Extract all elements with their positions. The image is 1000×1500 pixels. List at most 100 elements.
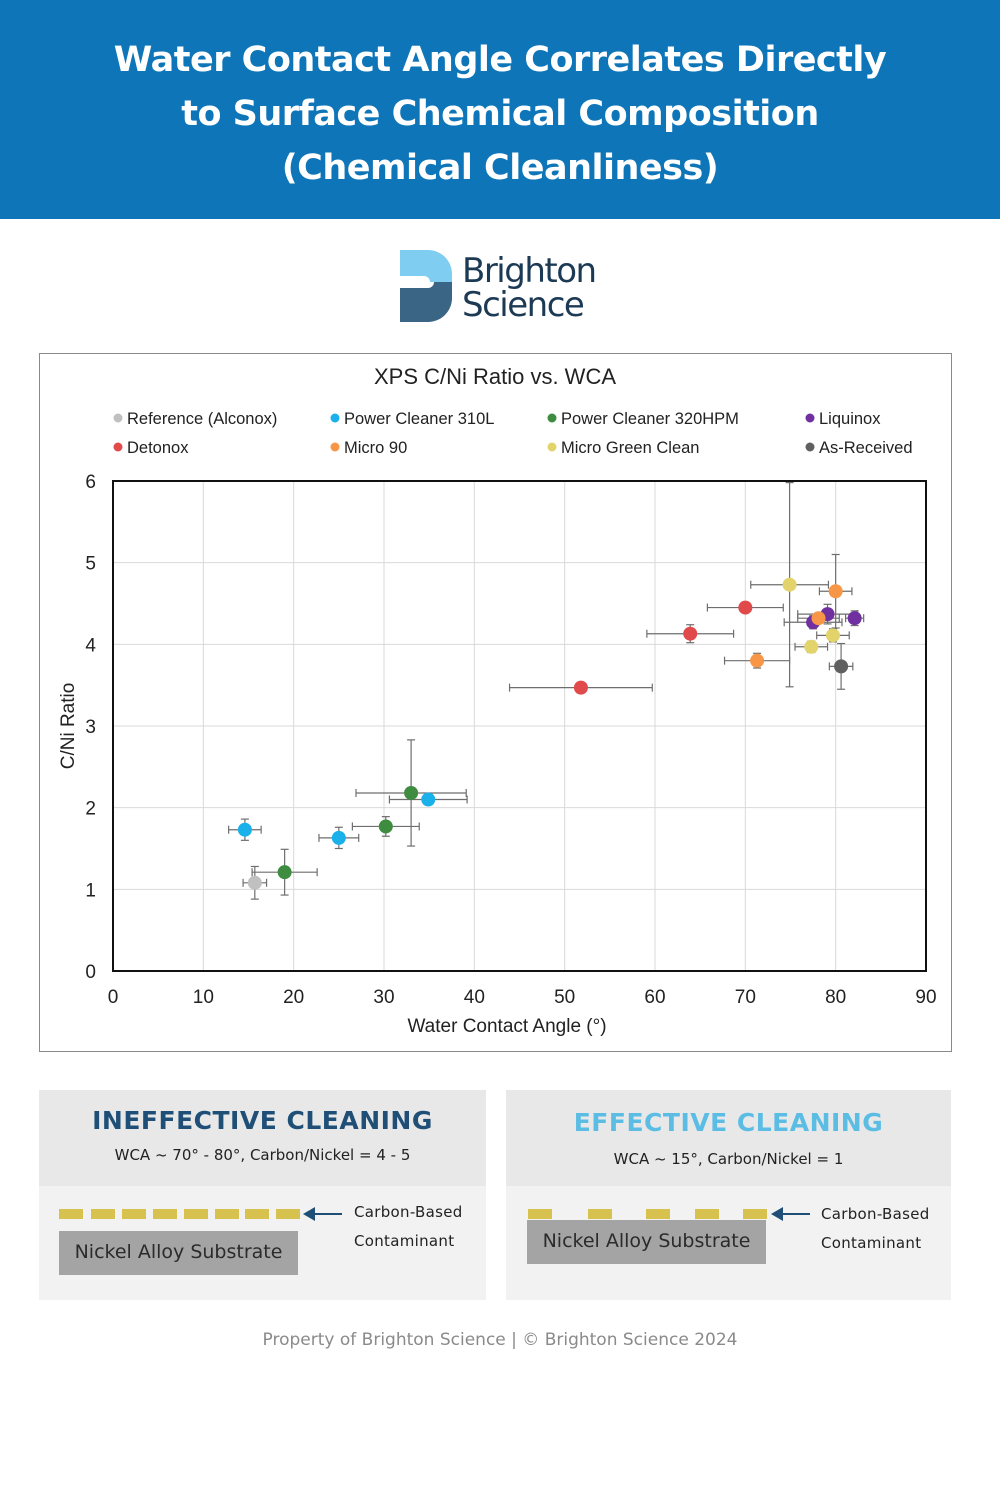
- arrow-shaft: [313, 1213, 342, 1215]
- contaminant-block: [59, 1209, 83, 1219]
- substrate-label: Nickel Alloy Substrate: [74, 1241, 283, 1263]
- legend-marker: [113, 413, 123, 423]
- panel-effective-cleaning: EFFECTIVE CLEANING WCA ~ 15°, Carbon/Nic…: [506, 1090, 951, 1300]
- data-point: [237, 822, 252, 837]
- x-tick-label: 30: [373, 987, 394, 1008]
- data-point: [683, 626, 698, 641]
- arrow-left-icon: [771, 1207, 783, 1221]
- contaminant-label-ineffective: Carbon-Based Contaminant: [354, 1203, 463, 1250]
- data-point: [277, 865, 292, 880]
- data-point: [847, 611, 862, 626]
- panel-ineffective-subtitle: WCA ~ 70° - 80°, Carbon/Nickel = 4 - 5: [114, 1146, 411, 1164]
- contaminant-block: [215, 1209, 239, 1219]
- arrow-left-icon: [303, 1207, 315, 1221]
- legend-marker: [113, 442, 123, 452]
- x-tick-label: 90: [915, 987, 936, 1008]
- data-point: [825, 628, 840, 643]
- contaminant-block: [528, 1209, 552, 1219]
- x-tick-label: 70: [735, 987, 756, 1008]
- chart-title: XPS C/Ni Ratio vs. WCA: [374, 364, 616, 389]
- error-bars: [228, 482, 865, 900]
- data-points: [237, 577, 862, 890]
- legend-label: Micro 90: [344, 439, 407, 457]
- data-point: [331, 830, 346, 845]
- chart-frame: XPS C/Ni Ratio vs. WCA Reference (Alcono…: [39, 353, 952, 1052]
- legend-label: Liquinox: [819, 410, 881, 428]
- legend-label: Power Cleaner 310L: [344, 410, 494, 428]
- panel-ineffective-title: INEFFECTIVE CLEANING: [92, 1106, 433, 1135]
- data-point: [247, 875, 262, 890]
- data-point: [573, 680, 588, 695]
- contaminant-block: [122, 1209, 146, 1219]
- contaminant-block: [245, 1209, 269, 1219]
- panel-effective-title: EFFECTIVE CLEANING: [573, 1108, 884, 1137]
- logo-word-brighton: Brighton: [462, 251, 597, 291]
- substrate-label: Nickel Alloy Substrate: [542, 1230, 751, 1252]
- contaminant-block: [646, 1209, 670, 1219]
- title-line-2: to Surface Chemical Composition: [181, 94, 819, 134]
- y-tick-label: 4: [85, 635, 96, 656]
- legend-label: As-Received: [819, 439, 913, 457]
- x-axis-label: Water Contact Angle (°): [407, 1016, 606, 1037]
- scatter-chart: XPS C/Ni Ratio vs. WCA Reference (Alcono…: [58, 364, 937, 1037]
- brighton-science-logo: Brighton Science: [398, 248, 608, 324]
- data-point: [404, 785, 419, 800]
- data-point: [750, 653, 765, 668]
- y-tick-label: 0: [85, 962, 96, 983]
- panel-ineffective-header: [39, 1090, 486, 1186]
- panel-effective-header: [506, 1090, 951, 1186]
- data-point: [378, 819, 393, 834]
- x-tick-label: 50: [554, 987, 575, 1008]
- data-point: [811, 611, 826, 626]
- axis-ticks: 0 10 20 30 40 50 60 70 80 90 0 1 2 3 4 5 6: [85, 472, 936, 1008]
- legend-marker: [330, 442, 340, 452]
- contaminant-block: [743, 1209, 767, 1219]
- x-tick-label: 0: [108, 987, 119, 1008]
- data-point: [421, 792, 436, 807]
- title-line-1: Water Contact Angle Correlates Directly: [113, 40, 887, 80]
- title-line-3: (Chemical Cleanliness): [281, 148, 719, 188]
- x-tick-label: 40: [464, 987, 485, 1008]
- chart-legend: Reference (Alconox) Power Cleaner 310L Pow…: [113, 410, 913, 457]
- contaminant-block: [91, 1209, 115, 1219]
- legend-label: Detonox: [127, 439, 189, 457]
- contaminant-block: [588, 1209, 612, 1219]
- data-point: [738, 600, 753, 615]
- data-point: [828, 584, 843, 599]
- chart-grid: [113, 481, 926, 971]
- legend-marker: [330, 413, 340, 423]
- legend-marker: [805, 442, 815, 452]
- legend-marker: [805, 413, 815, 423]
- y-tick-label: 3: [85, 717, 96, 738]
- y-tick-label: 5: [85, 554, 96, 575]
- legend-label: Micro Green Clean: [561, 439, 699, 457]
- logo-mark-icon: [400, 250, 452, 322]
- x-tick-label: 80: [825, 987, 846, 1008]
- footer-copyright: Property of Brighton Science | © Brighto…: [262, 1330, 738, 1350]
- plot-area: [112, 480, 927, 972]
- contaminant-block: [153, 1209, 177, 1219]
- nickel-substrate-ineffective: Nickel Alloy Substrate: [59, 1231, 298, 1275]
- y-tick-label: 6: [85, 472, 96, 493]
- y-tick-label: 2: [85, 799, 96, 820]
- x-tick-label: 60: [644, 987, 665, 1008]
- legend-marker: [547, 442, 557, 452]
- contaminant-block: [184, 1209, 208, 1219]
- nickel-substrate-effective: Nickel Alloy Substrate: [527, 1220, 766, 1264]
- legend-label: Power Cleaner 320HPM: [561, 410, 739, 428]
- data-point: [834, 659, 849, 674]
- panel-ineffective-cleaning: INEFFECTIVE CLEANING WCA ~ 70° - 80°, Ca…: [39, 1090, 486, 1300]
- contaminant-block: [276, 1209, 300, 1219]
- legend-marker: [547, 413, 557, 423]
- data-point: [804, 639, 819, 654]
- x-tick-label: 20: [283, 987, 304, 1008]
- x-tick-label: 10: [193, 987, 214, 1008]
- y-axis-label: C/Ni Ratio: [58, 683, 79, 770]
- logo-word-science: Science: [462, 285, 585, 325]
- contaminant-block: [695, 1209, 719, 1219]
- contaminant-label-effective: Carbon-Based Contaminant: [821, 1205, 930, 1252]
- header-banner: Water Contact Angle Correlates Directly …: [0, 0, 1000, 219]
- legend-label: Reference (Alconox): [127, 410, 277, 428]
- arrow-shaft: [781, 1213, 810, 1215]
- data-point: [782, 577, 797, 592]
